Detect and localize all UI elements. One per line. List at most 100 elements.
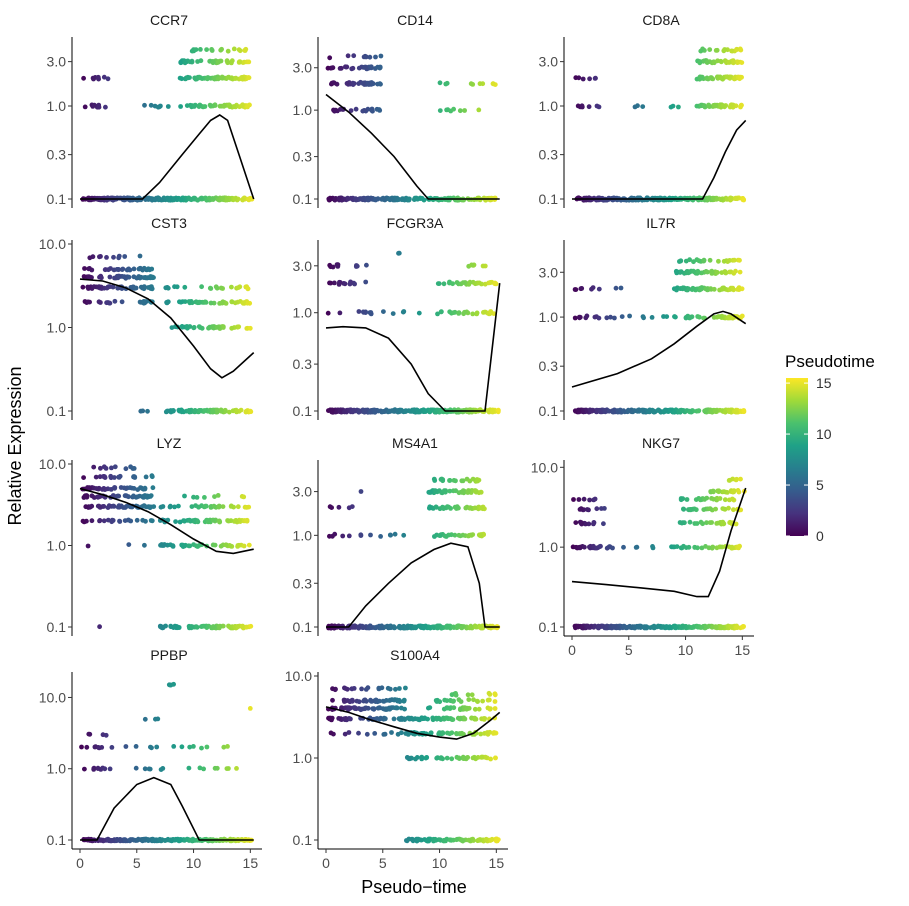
data-point xyxy=(210,409,216,415)
data-point xyxy=(434,699,440,704)
data-point xyxy=(85,543,91,549)
data-point xyxy=(481,717,487,722)
data-point xyxy=(148,102,154,108)
data-point xyxy=(391,716,397,722)
data-point xyxy=(621,408,626,414)
data-point xyxy=(196,408,202,413)
data-point xyxy=(340,533,346,539)
data-point xyxy=(585,624,591,630)
data-point xyxy=(142,102,147,108)
data-point xyxy=(651,408,657,414)
data-point xyxy=(353,106,359,112)
data-point xyxy=(424,755,430,760)
legend-tick-label: 5 xyxy=(816,477,824,493)
data-point xyxy=(159,543,165,548)
data-point xyxy=(241,494,247,500)
data-point xyxy=(641,315,646,321)
data-point xyxy=(583,521,588,527)
data-point xyxy=(192,408,198,413)
data-point xyxy=(703,625,708,631)
data-point xyxy=(687,257,692,263)
data-point xyxy=(459,837,465,843)
data-point xyxy=(710,544,716,550)
data-point xyxy=(476,280,482,286)
data-point xyxy=(225,48,231,54)
data-point xyxy=(232,196,238,202)
data-point xyxy=(709,271,715,276)
data-point xyxy=(87,266,92,271)
data-point xyxy=(211,624,216,630)
y-tick-label: 3.0 xyxy=(539,54,559,70)
data-point xyxy=(171,196,177,202)
data-point xyxy=(142,766,148,772)
data-point xyxy=(351,407,357,413)
data-point xyxy=(245,300,250,306)
data-point xyxy=(467,279,473,285)
data-point xyxy=(722,409,728,415)
data-point xyxy=(369,80,374,85)
data-point xyxy=(457,716,463,722)
data-point xyxy=(394,705,399,711)
data-point xyxy=(706,196,711,202)
data-point xyxy=(696,408,701,414)
y-tick-label: 1.0 xyxy=(47,320,67,336)
data-point xyxy=(135,836,141,842)
data-point xyxy=(163,285,169,291)
data-point xyxy=(158,624,163,630)
data-point xyxy=(492,281,498,287)
data-point xyxy=(239,76,245,82)
trend-line xyxy=(79,487,254,555)
data-point xyxy=(122,493,128,499)
trend-line xyxy=(80,114,255,200)
data-point xyxy=(348,108,354,113)
data-point xyxy=(356,65,362,71)
data-point xyxy=(635,624,641,630)
data-point xyxy=(678,496,684,501)
data-point xyxy=(216,625,222,630)
data-point xyxy=(571,497,576,502)
data-point xyxy=(695,268,701,274)
data-point xyxy=(421,624,427,630)
data-point xyxy=(731,507,736,513)
data-point xyxy=(469,692,475,698)
data-point xyxy=(187,744,193,750)
data-point xyxy=(165,104,171,109)
data-point xyxy=(430,717,436,723)
data-point xyxy=(86,274,92,280)
data-point xyxy=(349,686,355,692)
data-point xyxy=(717,544,723,550)
data-point xyxy=(109,465,114,471)
data-point xyxy=(185,75,191,81)
data-point xyxy=(91,102,97,108)
data-point xyxy=(711,496,716,502)
data-point xyxy=(681,506,687,512)
data-point xyxy=(487,280,493,286)
data-point xyxy=(216,59,221,65)
data-point xyxy=(209,47,215,52)
data-point xyxy=(683,315,689,321)
data-point xyxy=(342,731,348,737)
data-point xyxy=(82,104,88,110)
data-point xyxy=(664,625,669,630)
data-point xyxy=(470,476,476,482)
data-point xyxy=(655,623,661,629)
data-point xyxy=(172,284,177,290)
data-point xyxy=(121,485,127,491)
data-point xyxy=(398,705,404,711)
data-point xyxy=(184,103,190,108)
data-point xyxy=(134,275,140,281)
data-point xyxy=(362,697,368,703)
data-point xyxy=(715,58,720,64)
data-point xyxy=(573,287,579,292)
data-point xyxy=(378,625,384,631)
data-point xyxy=(488,756,493,762)
data-point xyxy=(215,76,221,82)
data-point xyxy=(333,107,339,113)
data-point xyxy=(429,407,434,413)
data-point xyxy=(485,730,490,735)
data-point xyxy=(199,745,204,751)
data-point xyxy=(586,104,592,110)
data-point xyxy=(403,624,409,630)
data-point xyxy=(721,489,727,495)
data-point xyxy=(710,488,716,494)
